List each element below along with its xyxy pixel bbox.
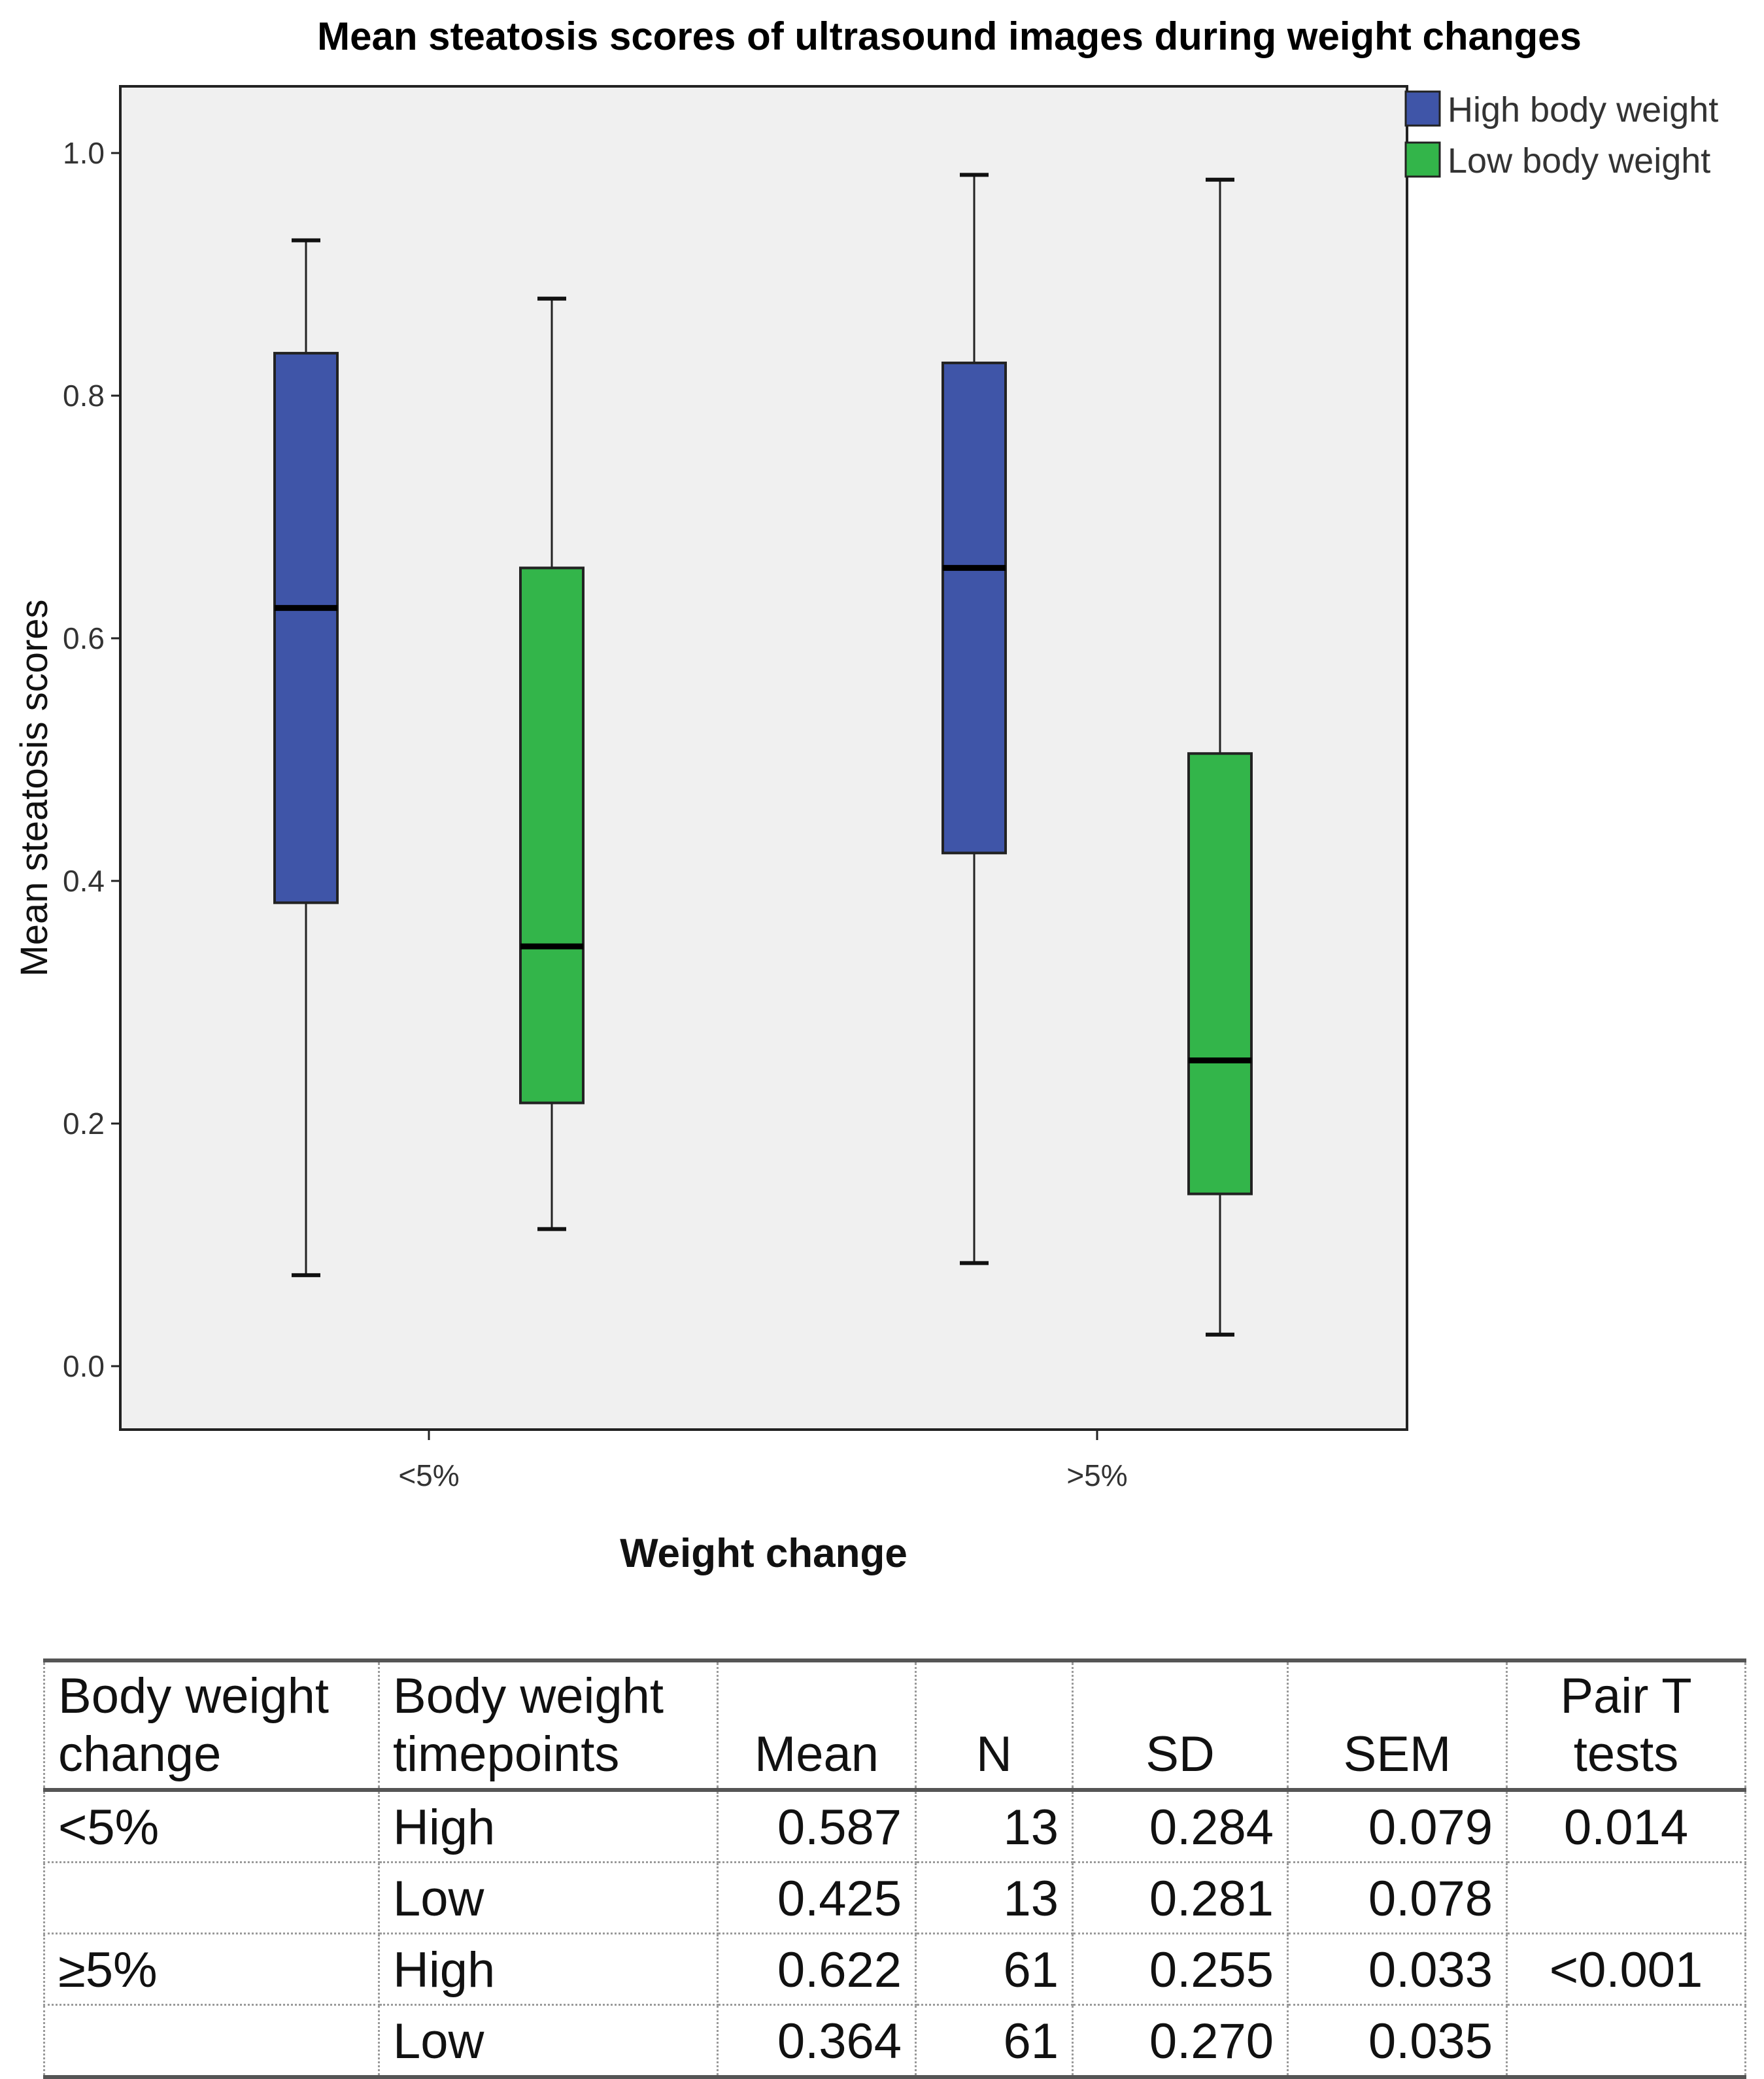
header-timepoints: Body weight timepoints xyxy=(378,1658,719,1792)
y-tick-label: 0.8 xyxy=(63,379,105,413)
cell-n: 13 xyxy=(915,1861,1074,1934)
cell-sem: 0.079 xyxy=(1287,1789,1508,1863)
cell-n: 13 xyxy=(915,1789,1074,1863)
cell-pair xyxy=(1506,2004,1746,2079)
y-tick-label: 0.0 xyxy=(63,1349,105,1383)
table-row: ≥5% High 0.622 61 0.255 0.033 <0.001 xyxy=(43,1933,1746,2006)
y-tick-label: 1.0 xyxy=(63,136,105,170)
legend-label-high: High body weight xyxy=(1448,90,1718,129)
x-axis-title: Weight change xyxy=(620,1531,907,1576)
cell-sem: 0.078 xyxy=(1287,1861,1508,1934)
table-row: <5% High 0.587 13 0.284 0.079 0.014 xyxy=(43,1789,1746,1863)
cell-change xyxy=(43,1861,380,1934)
box-low-0 xyxy=(519,296,585,1231)
table-row: Low 0.364 61 0.270 0.035 xyxy=(43,2004,1746,2079)
cell-timepoint: Low xyxy=(378,1861,719,1934)
cell-sd: 0.255 xyxy=(1072,1933,1289,2006)
statistics-table: Body weight change Body weight timepoints … xyxy=(43,1658,1746,2079)
cell-change: <5% xyxy=(43,1789,380,1863)
y-tick-label: 0.6 xyxy=(63,621,105,655)
box-series xyxy=(273,173,1253,1337)
x-tick-label: <5% xyxy=(398,1458,459,1492)
cell-sd: 0.270 xyxy=(1072,2004,1289,2079)
cell-sd: 0.284 xyxy=(1072,1789,1289,1863)
table-row: Low 0.425 13 0.281 0.078 xyxy=(43,1861,1746,1934)
legend: High body weight Low body weight xyxy=(1404,90,1718,180)
y-tick-label: 0.2 xyxy=(63,1107,105,1141)
x-tick-label: >5% xyxy=(1066,1458,1127,1492)
header-weight-change: Body weight change xyxy=(43,1658,380,1792)
box-iqr xyxy=(273,352,339,904)
cell-timepoint: High xyxy=(378,1789,719,1863)
cell-mean: 0.425 xyxy=(717,1861,917,1934)
y-tick-label: 0.4 xyxy=(63,864,105,898)
cell-sem: 0.035 xyxy=(1287,2004,1508,2079)
cell-pair xyxy=(1506,1861,1746,1934)
cell-sd: 0.281 xyxy=(1072,1861,1289,1934)
cell-pair: 0.014 xyxy=(1506,1789,1746,1863)
cell-pair: <0.001 xyxy=(1506,1933,1746,2006)
cell-mean: 0.622 xyxy=(717,1933,917,2006)
cell-timepoint: Low xyxy=(378,2004,719,2079)
cell-n: 61 xyxy=(915,2004,1074,2079)
box-iqr xyxy=(519,566,585,1105)
box-iqr xyxy=(1187,752,1253,1195)
legend-label-low: Low body weight xyxy=(1448,141,1710,180)
y-axis: 0.0 0.2 0.4 0.6 0.8 1.0 xyxy=(63,136,120,1383)
box-iqr xyxy=(941,361,1007,855)
x-axis: <5% >5% xyxy=(398,1430,1128,1492)
y-axis-title: Mean steatosis scores xyxy=(13,599,56,976)
cell-mean: 0.364 xyxy=(717,2004,917,2079)
box-low-1 xyxy=(1187,177,1253,1337)
boxplot-chart: Mean steatosis scores of ultrasound imag… xyxy=(13,14,1718,1576)
chart-title: Mean steatosis scores of ultrasound imag… xyxy=(317,14,1582,58)
cell-timepoint: High xyxy=(378,1933,719,2006)
header-sd: SD xyxy=(1072,1658,1289,1792)
box-high-1 xyxy=(941,173,1007,1265)
cell-mean: 0.587 xyxy=(717,1789,917,1863)
cell-change: ≥5% xyxy=(43,1933,380,2006)
header-n: N xyxy=(915,1658,1074,1792)
legend-swatch-high xyxy=(1404,90,1441,127)
cell-change xyxy=(43,2004,380,2079)
cell-sem: 0.033 xyxy=(1287,1933,1508,2006)
legend-swatch-low xyxy=(1404,141,1441,178)
header-sem: SEM xyxy=(1287,1658,1508,1792)
cell-n: 61 xyxy=(915,1933,1074,2006)
table-header-row: Body weight change Body weight timepoints … xyxy=(43,1658,1746,1792)
box-high-0 xyxy=(273,238,339,1277)
header-mean: Mean xyxy=(717,1658,917,1792)
